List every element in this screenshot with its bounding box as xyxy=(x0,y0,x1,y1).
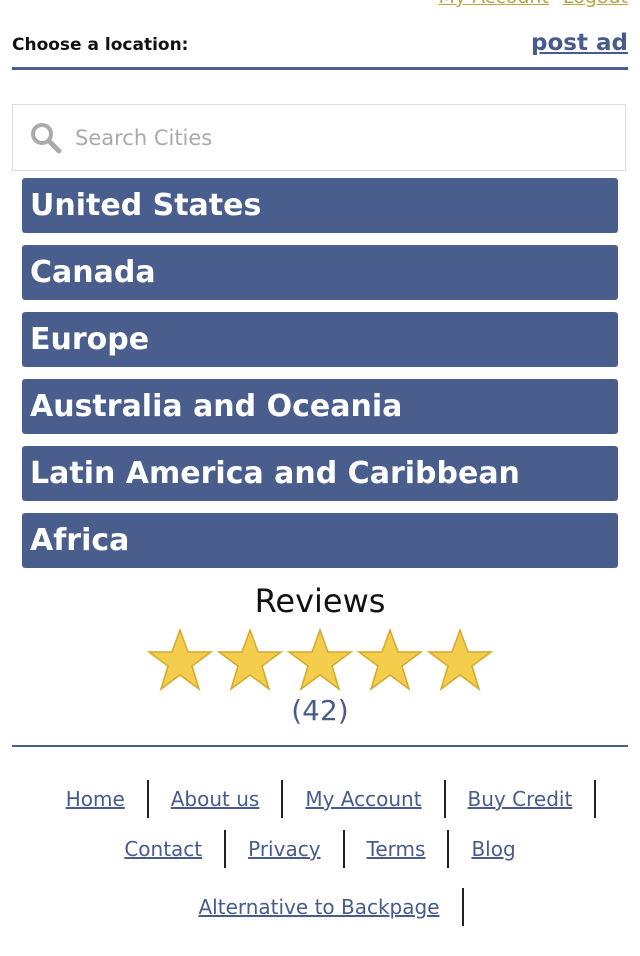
region-australia-oceania[interactable]: Australia and Oceania xyxy=(22,379,618,434)
top-links: My Account Logout xyxy=(425,0,628,8)
star-icon xyxy=(217,628,283,691)
footer-buy-credit[interactable]: Buy Credit xyxy=(446,780,597,818)
star-icon xyxy=(287,628,353,691)
star-rating[interactable] xyxy=(0,628,640,692)
footer-home[interactable]: Home xyxy=(44,780,149,818)
footer-contact[interactable]: Contact xyxy=(102,830,227,868)
region-list: United States Canada Europe Australia an… xyxy=(22,178,618,580)
search-icon xyxy=(31,122,62,153)
search-input[interactable] xyxy=(75,125,575,150)
region-united-states[interactable]: United States xyxy=(22,178,618,233)
header: Choose a location: post ad xyxy=(12,30,628,70)
footer-blog[interactable]: Blog xyxy=(471,837,516,861)
star-icon xyxy=(427,628,493,691)
footer-nav: Home About us My Account Buy Credit Contact… xyxy=(0,780,640,938)
region-latin-america[interactable]: Latin America and Caribbean xyxy=(22,446,618,501)
star-icon xyxy=(357,628,423,691)
region-canada[interactable]: Canada xyxy=(22,245,618,300)
my-account-link[interactable]: My Account xyxy=(439,0,549,8)
footer-terms[interactable]: Terms xyxy=(345,830,450,868)
star-icon xyxy=(147,628,213,691)
region-europe[interactable]: Europe xyxy=(22,312,618,367)
post-ad-link[interactable]: post ad xyxy=(531,30,628,56)
reviews-title: Reviews xyxy=(254,582,386,620)
reviews-section: Reviews (42) xyxy=(0,582,640,727)
choose-location-label: Choose a location: xyxy=(12,35,189,55)
footer-alternative-backpage[interactable]: Alternative to Backpage xyxy=(176,888,464,926)
footer-my-account[interactable]: My Account xyxy=(283,780,446,818)
logout-link[interactable]: Logout xyxy=(563,0,628,8)
region-africa[interactable]: Africa xyxy=(22,513,618,568)
review-count[interactable]: (42) xyxy=(291,694,349,727)
search-box[interactable] xyxy=(12,104,626,171)
footer-privacy[interactable]: Privacy xyxy=(226,830,345,868)
divider xyxy=(12,745,628,747)
footer-about[interactable]: About us xyxy=(149,780,284,818)
